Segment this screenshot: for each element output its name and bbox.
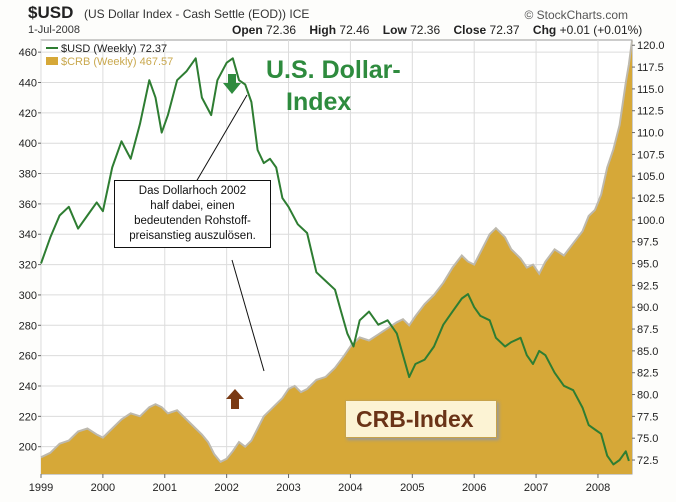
right-tick-label: 92.5 (637, 280, 658, 292)
right-tick-label: 120.0 (637, 40, 665, 52)
x-tick-label: 2008 (586, 482, 610, 494)
callout-line-2: half dabei, einen (150, 200, 235, 212)
chg-label: Chg (532, 23, 557, 37)
right-tick-label: 97.5 (637, 237, 658, 249)
right-tick-label: 75.0 (637, 433, 658, 445)
chart-symbol: $USD (28, 3, 74, 22)
left-tick-label: 280 (19, 320, 37, 332)
left-tick-label: 380 (19, 169, 37, 181)
brand-logo: © StockCharts.com (524, 8, 628, 22)
callout-line-4: preisanstieg auszulösen. (129, 230, 256, 242)
right-axis: 72.5 75.0 77.5 80.0 82.5 85.0 87.5 90.0 92.5 95.0… (632, 40, 665, 467)
crb-edge-line (40, 40, 633, 464)
right-tick-label: 102.5 (637, 193, 665, 205)
right-tick-label: 90.0 (637, 302, 658, 314)
right-tick-label: 95.0 (637, 259, 658, 271)
open-label: Open (232, 23, 263, 37)
arrow-up-icon (226, 389, 244, 409)
right-tick-label: 87.5 (637, 324, 658, 336)
right-tick-label: 105.0 (637, 171, 665, 183)
open-value: 72.36 (266, 23, 297, 37)
usd-title-line1: U.S. Dollar- (266, 56, 401, 84)
usd-series (40, 57, 630, 466)
crb-area (41, 40, 632, 474)
high-value: 72.46 (339, 23, 370, 37)
close-label: Close (453, 23, 487, 37)
close-value: 72.37 (489, 23, 520, 37)
legend-crb-swatch (46, 57, 58, 65)
x-axis: 1999 2000 2001 2002 2003 2004 2005 2006 2007 2008 (29, 474, 610, 494)
x-tick-label: 2007 (524, 482, 548, 494)
x-tick-label: 2005 (400, 482, 424, 494)
low-value: 72.36 (410, 23, 441, 37)
chart-description: (US Dollar Index - Cash Settle (EOD)) IC… (84, 7, 310, 21)
right-tick-label: 72.5 (637, 455, 658, 467)
low-label: Low (382, 23, 407, 37)
usd-title-line2: Index (286, 88, 351, 116)
left-tick-label: 300 (19, 290, 37, 302)
left-tick-label: 440 (19, 77, 37, 89)
right-tick-label: 107.5 (637, 149, 665, 161)
right-tick-label: 80.0 (637, 390, 658, 402)
callout-pointer-top (195, 94, 248, 183)
callout-line-3: bedeutenden Rohstoff- (134, 215, 251, 227)
left-tick-label: 260 (19, 351, 37, 363)
right-tick-label: 100.0 (637, 215, 665, 227)
left-tick-label: 420 (19, 108, 37, 120)
right-tick-label: 77.5 (637, 411, 658, 423)
usd-line (40, 57, 630, 466)
crb-series (40, 40, 633, 474)
x-tick-label: 2002 (214, 482, 238, 494)
left-tick-label: 400 (19, 138, 37, 150)
callout-box: Das Dollarhoch 2002 half dabei, einen be… (114, 180, 271, 248)
callout-pointer-bottom (231, 259, 265, 372)
left-tick-label: 200 (19, 442, 37, 454)
legend-crb: $CRB (Weekly) 467.57 (61, 56, 173, 68)
right-tick-label: 115.0 (637, 84, 664, 96)
x-tick-label: 2001 (153, 482, 177, 494)
left-tick-label: 320 (19, 260, 37, 272)
x-tick-label: 2006 (462, 482, 486, 494)
ohlc-readout: Open 72.36 High 72.46 Low 72.36 Close 72… (232, 23, 642, 37)
x-tick-label: 1999 (29, 482, 53, 494)
legend-usd: $USD (Weekly) 72.37 (61, 43, 167, 55)
right-tick-label: 85.0 (637, 346, 658, 358)
crb-label-box (345, 400, 497, 438)
chg-value: +0.01 (+0.01%) (559, 23, 643, 37)
left-tick-label: 360 (19, 199, 37, 211)
left-tick-label: 240 (19, 381, 37, 393)
right-tick-label: 112.5 (637, 106, 664, 118)
left-tick-label: 220 (19, 411, 37, 423)
legend: $USD (Weekly) 72.37 $CRB (Weekly) 467.57 (46, 43, 173, 68)
right-tick-label: 82.5 (637, 368, 658, 380)
x-tick-label: 2004 (338, 482, 362, 494)
left-tick-label: 340 (19, 229, 37, 241)
left-axis: 200 220 240 260 280 300 320 340 360 380 400 420 440 4… (19, 47, 41, 454)
left-tick-label: 460 (19, 47, 37, 59)
right-tick-label: 117.5 (637, 62, 664, 74)
x-tick-label: 2003 (276, 482, 300, 494)
x-tick-label: 2000 (91, 482, 115, 494)
arrow-down-icon (223, 74, 241, 94)
chart-date: 1-Jul-2008 (28, 24, 80, 36)
right-tick-label: 110.0 (637, 128, 664, 140)
high-label: High (309, 23, 337, 37)
callout-line-1: Das Dollarhoch 2002 (138, 185, 247, 197)
